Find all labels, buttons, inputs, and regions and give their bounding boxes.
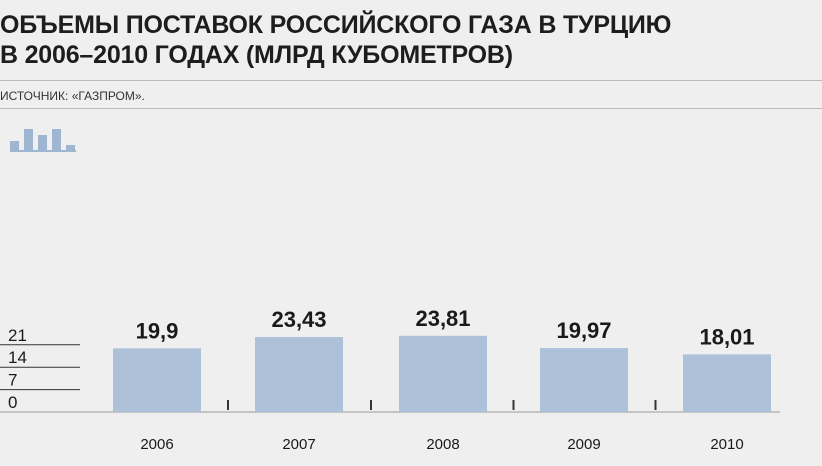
- bar-chart: 0 7 14 21 19,9 2006 23,43 2007 23,81 2008 19,97 200…: [0, 306, 780, 453]
- y-tick-label: 0: [8, 393, 17, 412]
- x-tick-label-2007: 2007: [282, 436, 315, 453]
- bar-2010: [683, 354, 771, 412]
- x-tick-label-2009: 2009: [567, 436, 600, 453]
- data-label-2009: 19,97: [556, 318, 611, 343]
- y-tick-label: 7: [8, 371, 17, 390]
- bar-2006: [113, 348, 201, 412]
- title-line-1: ОБЪЕМЫ ПОСТАВОК РОССИЙСКОГО ГАЗА В ТУРЦИ…: [0, 11, 672, 39]
- title-line-2: В 2006–2010 ГОДАХ (МЛРД КУБОМЕТРОВ): [0, 41, 513, 69]
- bar-chart-icon: [10, 125, 78, 151]
- source-note: ИСТОЧНИК: «ГАЗПРОМ».: [0, 89, 145, 103]
- divider-middle: [0, 108, 822, 109]
- x-tick-label-2010: 2010: [710, 436, 743, 453]
- bar-2009: [540, 348, 628, 412]
- x-tick-label-2008: 2008: [426, 436, 459, 453]
- bar-chart-icon-baseline: [10, 150, 76, 152]
- y-tick-label: 21: [8, 326, 27, 345]
- x-tick-label-2006: 2006: [140, 436, 173, 453]
- chart-title: ОБЪЕМЫ ПОСТАВОК РОССИЙСКОГО ГАЗА В ТУРЦИ…: [0, 10, 671, 70]
- data-label-2008: 23,81: [415, 306, 470, 331]
- data-label-2007: 23,43: [271, 307, 326, 332]
- y-tick-label: 14: [8, 348, 27, 367]
- data-label-2010: 18,01: [699, 324, 754, 349]
- bar-2008: [399, 335, 487, 412]
- bar-2007: [255, 337, 343, 412]
- divider-top: [0, 80, 822, 81]
- data-label-2006: 19,9: [136, 318, 179, 343]
